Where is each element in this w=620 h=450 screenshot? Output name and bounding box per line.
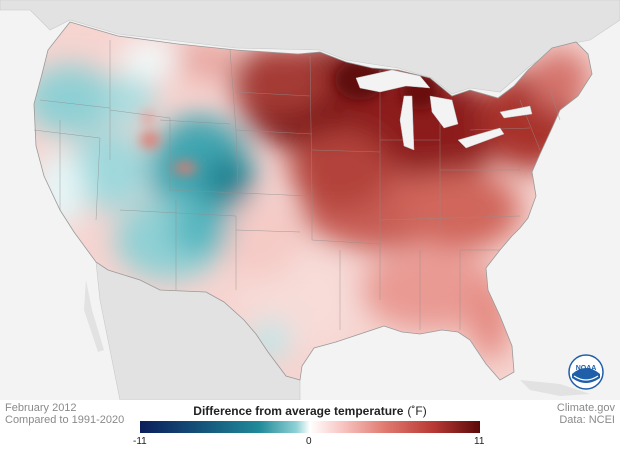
credit-data: Data: NCEI	[559, 414, 615, 426]
lake-michigan	[399, 95, 415, 151]
lake-superior	[355, 69, 431, 93]
legend-title-text: Difference from average temperature	[193, 404, 404, 418]
legend-tick-max: 11	[474, 436, 485, 447]
legend-title: Difference from average temperature (˚F)	[140, 404, 480, 418]
state-boundaries	[33, 40, 561, 330]
baja-landmass	[84, 280, 104, 352]
lake-huron	[429, 95, 459, 129]
legend-unit: (˚F)	[407, 404, 427, 418]
great-lakes	[355, 69, 533, 151]
lake-ontario	[499, 105, 533, 119]
credit-site: Climate.gov	[556, 402, 615, 414]
noaa-logo: NOAA	[568, 354, 604, 390]
legend-colorbar	[140, 421, 480, 433]
lake-erie	[457, 127, 505, 149]
legend-tick-zero: 0	[306, 436, 312, 447]
map-canvas	[0, 0, 620, 400]
period-date: February 2012	[5, 402, 77, 414]
caribbean-landmass	[520, 380, 590, 396]
svg-text:NOAA: NOAA	[576, 365, 597, 372]
us-outline	[33, 21, 593, 381]
legend-tick-min: -11	[133, 436, 147, 447]
period-baseline: Compared to 1991-2020	[5, 414, 125, 426]
canada-landmass	[0, 0, 620, 95]
